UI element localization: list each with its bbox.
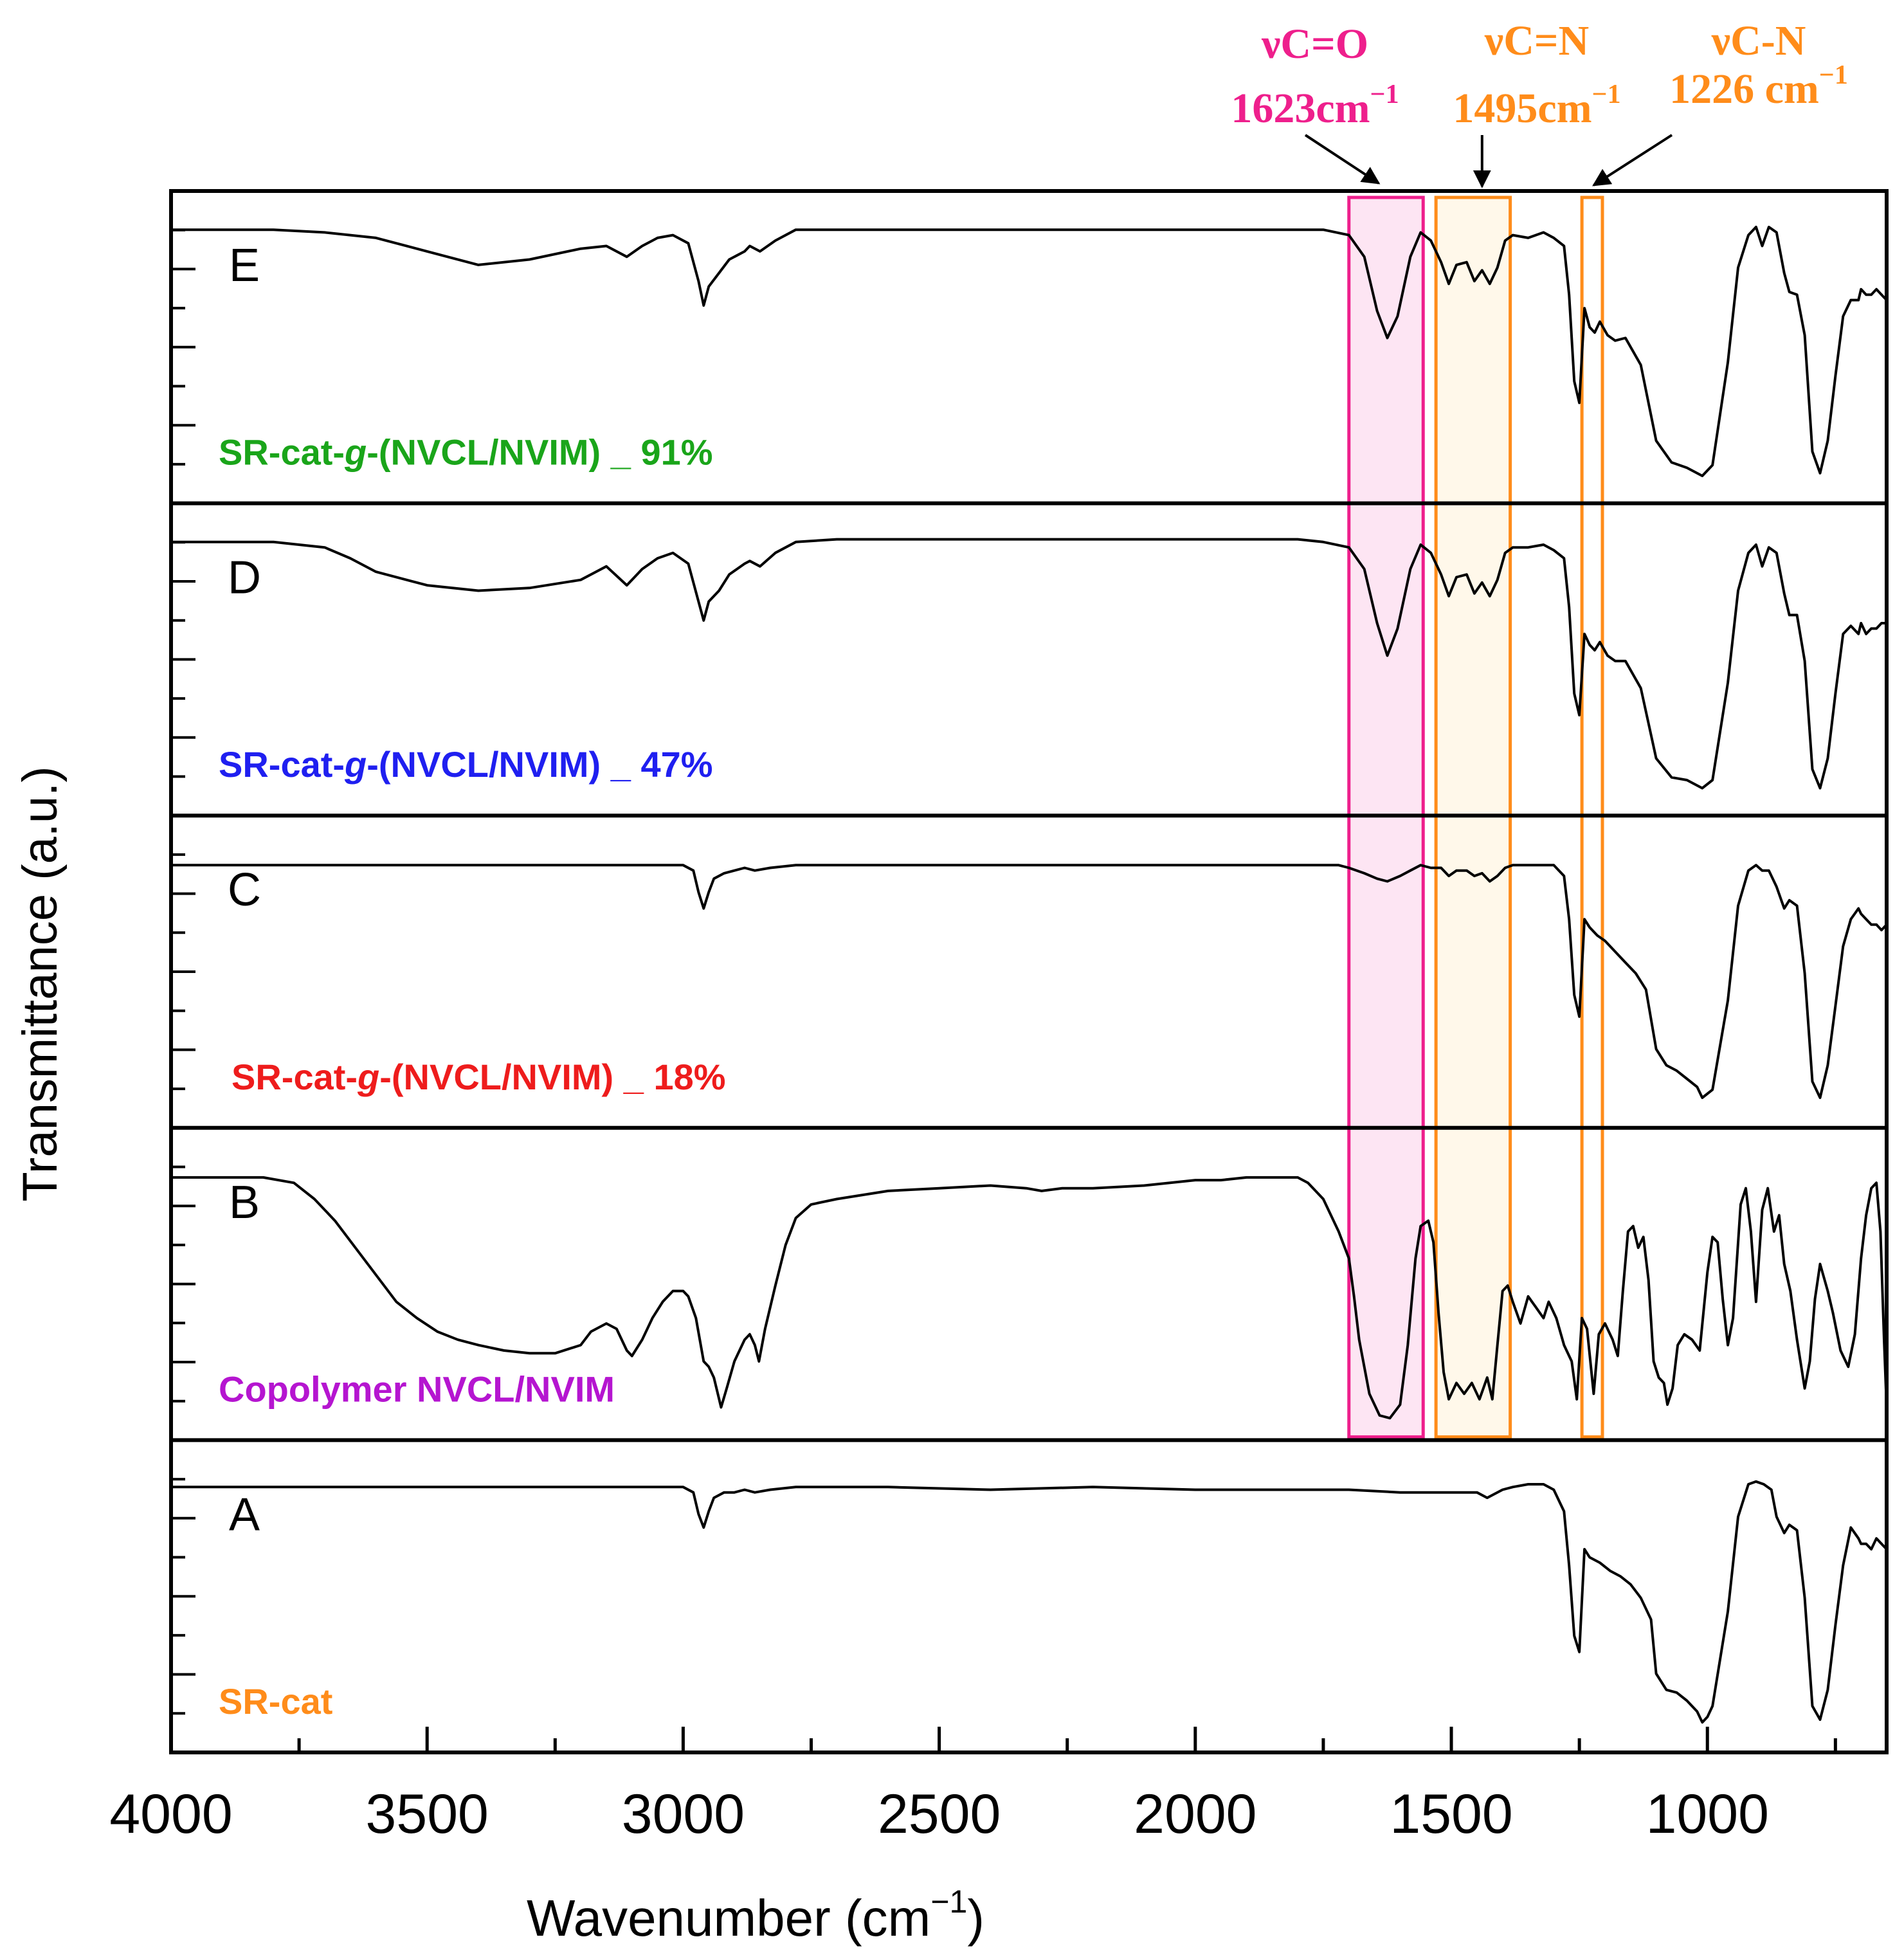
- band-wavenumber-vC-N: 1226 cm−1: [1669, 60, 1848, 113]
- panel-label-rest: -(NVCL/NVIM) _ 18%: [379, 1057, 725, 1097]
- plot-frame: [169, 189, 1889, 1754]
- panel-label-text: SR-cat: [219, 1681, 332, 1722]
- band-wavenumber-sup: −1: [1370, 80, 1399, 109]
- panel-label-italic: g: [344, 432, 367, 473]
- panel-label-B: Copolymer NVCL/NVIM: [219, 1368, 615, 1409]
- panel-label-text: SR-cat-: [231, 1057, 358, 1097]
- spectrum-line-D: [171, 538, 1887, 790]
- band-wavenumber-sup: −1: [1592, 80, 1621, 109]
- x-tick-label: 1500: [1390, 1783, 1512, 1845]
- band-wavenumber-vC=O: 1623cm−1: [1231, 80, 1399, 132]
- spectrum-line-B: [171, 1176, 1888, 1420]
- x-tick-label: 3000: [622, 1783, 745, 1845]
- panel-label-C: SR-cat-g-(NVCL/NVIM) _ 18%: [231, 1057, 726, 1097]
- panel-letter-A: A: [229, 1489, 260, 1540]
- x-axis-label-sup: −1: [930, 1884, 967, 1920]
- x-tick-label: 4000: [109, 1783, 232, 1845]
- panel-letter-B: B: [229, 1177, 260, 1228]
- band-wavenumber-sup: −1: [1819, 60, 1848, 90]
- x-axis-label-close: ): [967, 1889, 984, 1947]
- band-label-vC=N: νC=N: [1484, 17, 1589, 64]
- panel-label-text: Copolymer NVCL/NVIM: [219, 1368, 615, 1409]
- panel-frames: [169, 189, 1889, 1754]
- band-arrow-vC-N: [1592, 134, 1673, 186]
- panel-A: A SR-cat: [171, 1478, 1888, 1724]
- x-axis-label: Wavenumber (cm−1): [527, 1884, 984, 1947]
- panel-label-text: SR-cat-: [219, 432, 345, 473]
- x-axis-label-main: Wavenumber (cm: [527, 1889, 930, 1947]
- x-tick-label: 1000: [1646, 1783, 1769, 1845]
- panel-label-A: SR-cat: [219, 1681, 332, 1722]
- spectrum-panels: ESR-cat-g-(NVCL/NVIM) _ 91%DSR-cat-g-(NV…: [171, 226, 1888, 1724]
- band-wavenumber-text: 1623cm: [1231, 85, 1370, 132]
- panel-label-rest: -(NVCL/NVIM) _ 91%: [367, 432, 712, 473]
- panel-label-italic: g: [357, 1057, 379, 1097]
- y-axis-label: Transmittance (a.u.): [13, 766, 68, 1201]
- panel-letter-C: C: [228, 864, 261, 916]
- panel-label-D: SR-cat-g-(NVCL/NVIM) _ 47%: [219, 744, 713, 785]
- spectrum-line-A: [171, 1480, 1888, 1724]
- spectrum-line-C: [171, 864, 1888, 1099]
- panel-E: E SR-cat-g-(NVCL/NVIM) _ 91%: [171, 226, 1888, 477]
- band-wavenumber-text: 1495cm: [1453, 85, 1591, 132]
- panel-label-text: SR-cat-: [219, 744, 345, 785]
- x-tick-label: 3500: [366, 1783, 489, 1845]
- x-tick-label: 2500: [878, 1783, 1001, 1845]
- panel-letter-E: E: [229, 240, 260, 291]
- x-axis: 4000 3500 3000 2500 2000 1500 1000: [109, 1727, 1837, 1845]
- band-label-vC=O: νC=O: [1261, 21, 1368, 68]
- band-wavenumber-text: 1226 cm: [1669, 66, 1819, 113]
- band-arrow-vC=O: [1304, 134, 1381, 185]
- spectrum-line-E: [171, 226, 1888, 477]
- panel-C: C SR-cat-g-(NVCL/NVIM) _ 18%: [171, 853, 1888, 1099]
- panel-label-rest: -(NVCL/NVIM) _ 47%: [367, 744, 712, 785]
- panel-letter-D: D: [228, 552, 261, 604]
- band-label-vC-N: νC-N: [1711, 17, 1806, 64]
- panel-label-E: SR-cat-g-(NVCL/NVIM) _ 91%: [219, 432, 713, 473]
- panel-B: B Copolymer NVCL/NVIM: [171, 1165, 1888, 1420]
- panel-D: D SR-cat-g-(NVCL/NVIM) _ 47%: [171, 538, 1887, 790]
- band-wavenumber-vC=N: 1495cm−1: [1453, 80, 1620, 132]
- x-tick-label: 2000: [1134, 1783, 1256, 1845]
- panel-label-italic: g: [344, 744, 367, 785]
